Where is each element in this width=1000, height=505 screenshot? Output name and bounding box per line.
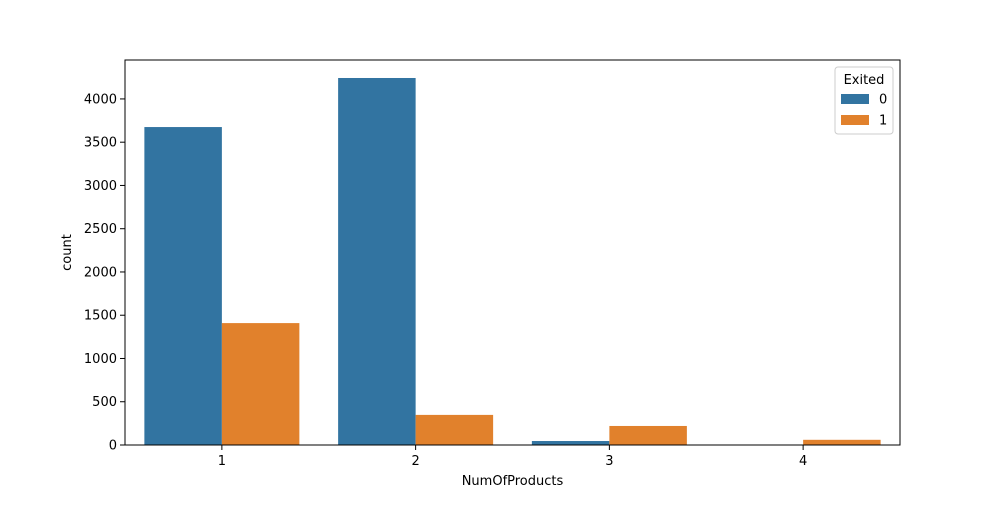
y-tick-label: 1500 — [84, 309, 117, 324]
bars-layer — [144, 77, 881, 445]
legend-swatch-0 — [841, 94, 869, 104]
axes-layer: 0 500 1000 1500 2000 2500 3000 3500 4000 1 2 3 4 — [84, 59, 901, 469]
legend-title: Exited — [844, 73, 885, 88]
legend-label-0: 0 — [879, 93, 887, 108]
bar-cat-3-exited-0 — [531, 441, 610, 445]
x-tick-label: 2 — [411, 454, 419, 469]
y-axis-title: count — [60, 234, 75, 271]
bar-cat-1-exited-1 — [221, 323, 300, 445]
bar-cat-1-exited-0 — [144, 127, 222, 445]
y-tick-label: 0 — [109, 439, 117, 454]
bar-cat-3-exited-1 — [609, 425, 687, 445]
legend: Exited 0 1 — [834, 66, 894, 135]
y-tick-label: 4000 — [84, 92, 117, 107]
legend-swatch-1 — [841, 115, 869, 125]
x-tick-label: 3 — [605, 454, 613, 469]
plot-frame — [124, 59, 901, 446]
y-tick-label: 3000 — [84, 179, 117, 194]
x-axis-title: NumOfProducts — [462, 474, 564, 489]
bar-cat-2-exited-0 — [338, 77, 416, 445]
bar-cat-2-exited-1 — [415, 414, 494, 445]
legend-label-1: 1 — [879, 114, 887, 129]
y-tick-label: 1000 — [84, 352, 117, 367]
y-tick-label: 2000 — [84, 265, 117, 280]
y-tick-label: 500 — [92, 395, 117, 410]
y-tick-label: 2500 — [84, 222, 117, 237]
bar-cat-4-exited-1 — [803, 439, 881, 445]
x-tick-label: 4 — [799, 454, 807, 469]
y-tick-label: 3500 — [84, 136, 117, 151]
x-tick-label: 1 — [218, 454, 226, 469]
